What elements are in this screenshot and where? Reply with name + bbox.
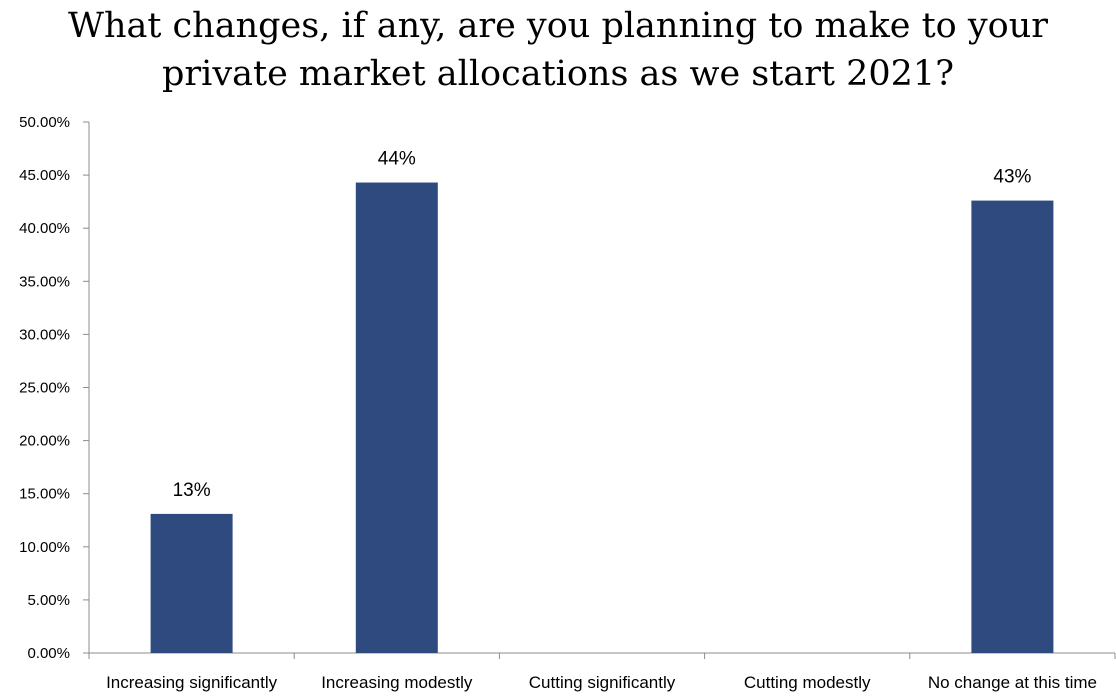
chart-title-line-2: private market allocations as we start 2…	[162, 54, 954, 94]
bar	[355, 182, 438, 653]
x-category-label: Cutting modestly	[744, 673, 871, 692]
x-category-label: Increasing modestly	[321, 673, 473, 692]
bar-data-label: 13%	[173, 480, 211, 501]
y-axis: 0.00% 5.00% 10.00% 15.00% 20.00% 25.00% 30.00%…	[19, 114, 90, 662]
y-tick-label: 5.00%	[27, 592, 70, 609]
bar-data-label: 43%	[993, 167, 1031, 188]
data-labels: 13% 44% 43%	[173, 149, 1032, 501]
y-tick-label: 20.00%	[19, 433, 70, 450]
y-tick-label: 50.00%	[19, 114, 70, 131]
bar	[150, 513, 233, 653]
y-tick-label: 35.00%	[19, 273, 70, 290]
x-category-label: Increasing significantly	[106, 673, 278, 692]
y-tick-label: 45.00%	[19, 167, 70, 184]
y-tick-label: 25.00%	[19, 380, 70, 397]
bar	[971, 200, 1054, 653]
x-axis: Increasing significantly Increasing modes…	[88, 652, 1116, 692]
y-tick-label: 40.00%	[19, 220, 70, 237]
bars	[150, 182, 1054, 653]
chart-title-line-1: What changes, if any, are you planning t…	[67, 6, 1049, 46]
y-tick-label: 10.00%	[19, 539, 70, 556]
x-category-label: No change at this time	[928, 673, 1097, 692]
x-category-label: Cutting significantly	[529, 673, 676, 692]
bar-data-label: 44%	[378, 149, 416, 170]
y-tick-label: 0.00%	[27, 645, 70, 662]
y-tick-label: 15.00%	[19, 486, 70, 503]
chart-title: What changes, if any, are you planning t…	[0, 2, 1116, 98]
y-tick-label: 30.00%	[19, 326, 70, 343]
